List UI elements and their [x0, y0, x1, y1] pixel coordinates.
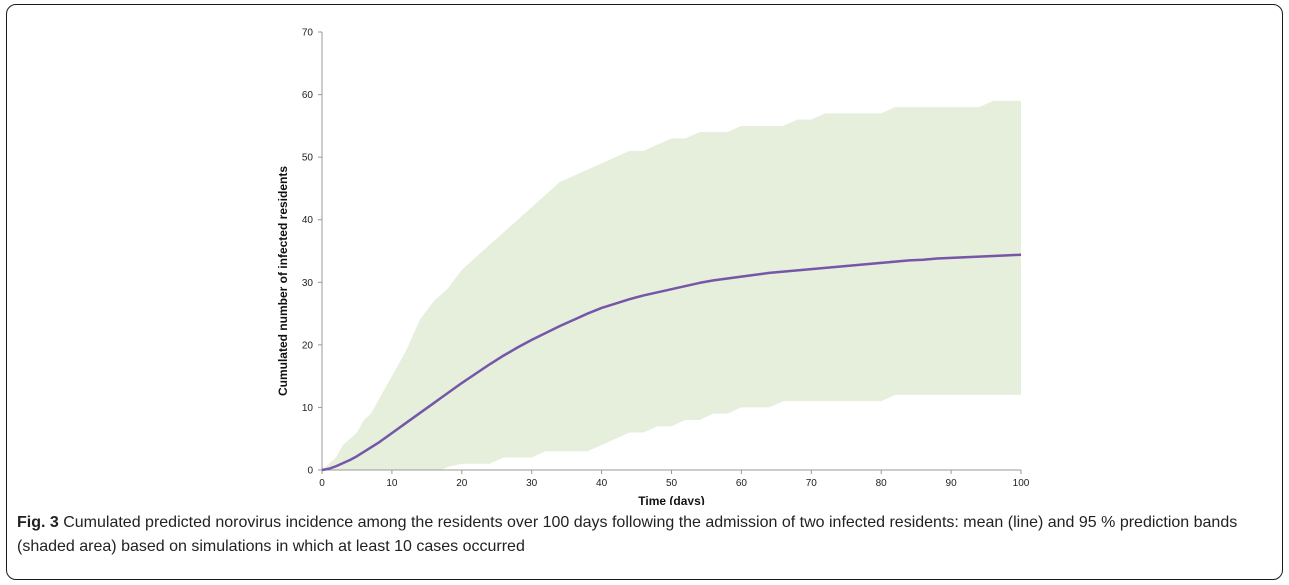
- x-axis-label: Time (days): [638, 494, 704, 505]
- y-tick-label: 30: [302, 278, 314, 289]
- x-tick-label: 40: [596, 478, 608, 489]
- figure-caption: Fig. 3 Cumulated predicted norovirus inc…: [17, 511, 1267, 559]
- x-tick-label: 100: [1013, 478, 1030, 489]
- mean-line-layer: [321, 253, 1022, 472]
- y-tick-label: 60: [302, 90, 314, 101]
- y-tick-label: 70: [302, 28, 314, 39]
- y-tick-label: 50: [302, 153, 314, 164]
- chart: 0 10 20 30 40 50 60 70 0 10 20 30 40 50 60 70 80 90 100 Ti…: [276, 28, 1030, 506]
- x-tick-label: 90: [946, 478, 958, 489]
- mean-line: [321, 253, 1022, 472]
- prediction-band-layer: [322, 100, 1021, 470]
- y-axis-label: Cumulated number of infected residents: [276, 166, 290, 396]
- figure-label: Fig. 3: [17, 514, 59, 531]
- x-tick-label: 50: [666, 478, 678, 489]
- x-tick-label: 80: [876, 478, 888, 489]
- axes: 0 10 20 30 40 50 60 70 0 10 20 30 40 50 60 70 80 90 100: [302, 28, 1030, 490]
- y-tick-label: 10: [302, 403, 314, 414]
- x-tick-label: 60: [736, 478, 748, 489]
- caption-text: Cumulated predicted norovirus incidence …: [17, 514, 1238, 555]
- x-tick-label: 20: [456, 478, 468, 489]
- x-tick-label: 30: [526, 478, 538, 489]
- figure-frame: 0 10 20 30 40 50 60 70 0 10 20 30 40 50 60 70 80 90 100 Ti…: [6, 4, 1283, 580]
- y-tick-label: 20: [302, 340, 314, 351]
- y-tick-label: 0: [307, 466, 313, 477]
- prediction-band: [322, 100, 1021, 470]
- y-tick-label: 40: [302, 215, 314, 226]
- x-tick-label: 70: [806, 478, 818, 489]
- x-tick-label: 10: [386, 478, 398, 489]
- x-tick-label: 0: [319, 478, 325, 489]
